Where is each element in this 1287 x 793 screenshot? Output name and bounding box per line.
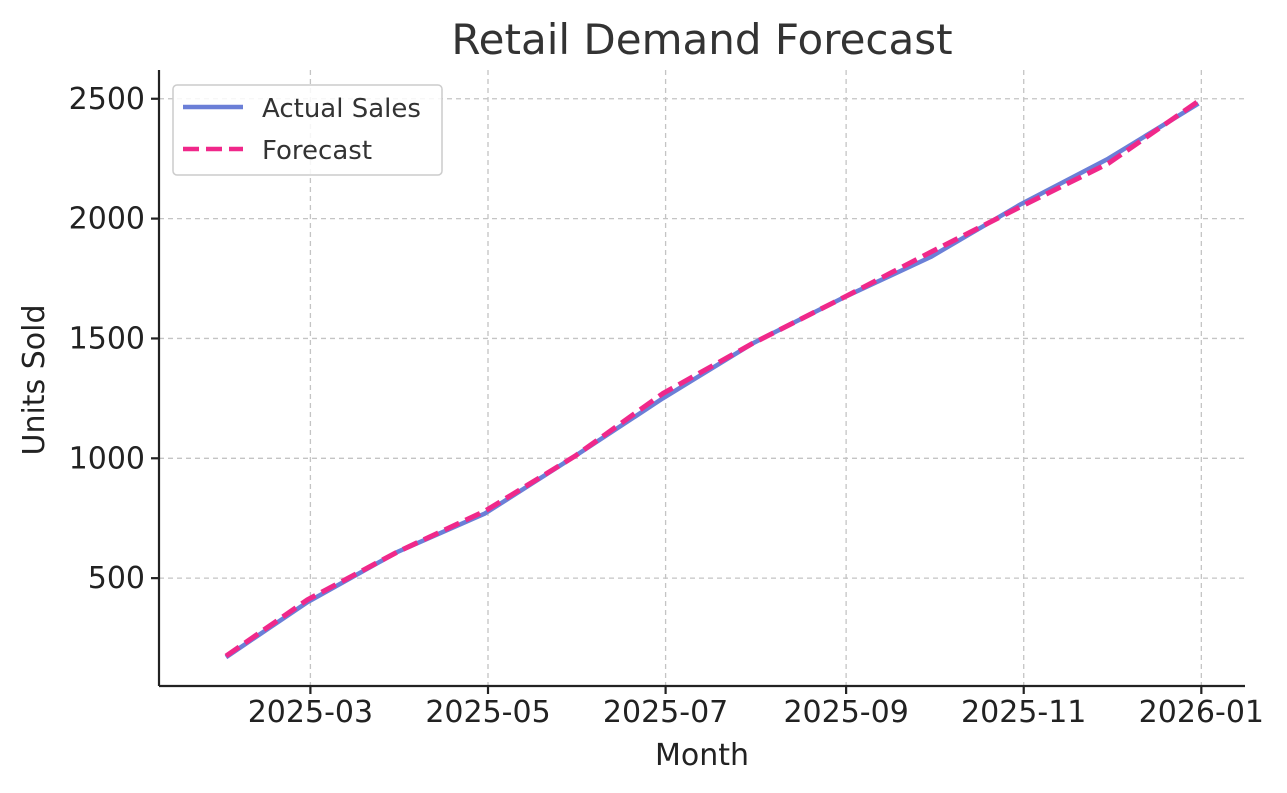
series-line-actual-sales	[224, 101, 1200, 660]
x-tick-label: 2025-11	[961, 695, 1086, 730]
y-tick-label: 500	[88, 561, 145, 596]
y-tick-label: 2500	[69, 82, 145, 117]
series-layer	[224, 99, 1200, 660]
ticks: 500 1000 1500 2000 2500 2025-03 2025-05 2025-07…	[69, 82, 1264, 730]
y-tick-label: 1000	[69, 441, 145, 476]
legend: Actual Sales Forecast	[172, 84, 443, 176]
y-tick-label: 2000	[69, 202, 145, 237]
x-tick-label: 2025-09	[783, 695, 908, 730]
legend-label-actual-sales: Actual Sales	[262, 94, 421, 124]
legend-label-forecast: Forecast	[262, 136, 372, 166]
chart-title: Retail Demand Forecast	[451, 15, 952, 64]
series-line-forecast	[224, 99, 1200, 659]
x-tick-label: 2026-01	[1139, 695, 1264, 730]
x-tick-label: 2025-05	[425, 695, 550, 730]
y-axis-label: Units Sold	[17, 304, 52, 455]
x-tick-label: 2025-03	[248, 695, 373, 730]
x-tick-label: 2025-07	[603, 695, 728, 730]
y-tick-label: 1500	[69, 321, 145, 356]
x-axis-label: Month	[655, 738, 749, 773]
